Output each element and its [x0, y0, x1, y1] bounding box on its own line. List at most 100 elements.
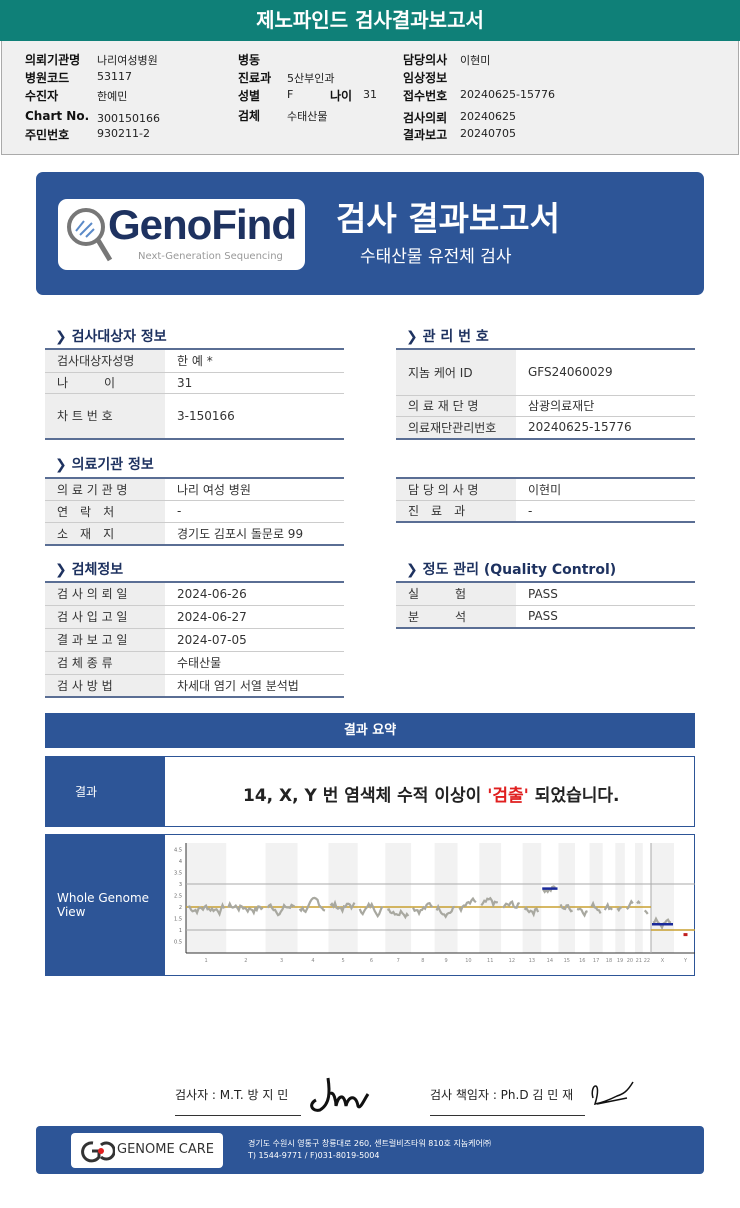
- x-tick-label: 13: [529, 958, 535, 964]
- table-row: 소 재 지 경기도 김포시 돌문로 99: [45, 522, 344, 546]
- table-row: 의료재단관리번호 20240625-15776: [396, 416, 695, 440]
- table-row: 차 트 번 호 3-150166: [45, 393, 344, 440]
- row-label: 검 사 의 뢰 일: [45, 582, 165, 606]
- genome-care-logo: GENOME CARE: [71, 1133, 223, 1168]
- y-tick-label: 4: [179, 859, 182, 865]
- copy-number-trace: [523, 905, 540, 918]
- table-row: 진 료 과-: [396, 500, 695, 523]
- y-tick-label: 1.5: [174, 917, 182, 923]
- genome-view-row: Whole Genome View 0.5 1 1.5 2 2.5 3 3.5 4 4.5 1 2 3…: [45, 834, 695, 976]
- row-label: 검사대상자성명: [45, 349, 165, 373]
- info-value: 나리여성병원: [97, 54, 158, 67]
- row-label: 분 석: [396, 605, 516, 629]
- x-tick-label: 16: [579, 958, 585, 964]
- table-row: 분 석 PASS: [396, 605, 695, 629]
- report-title-bar: 제노파인드 검사결과보고서: [0, 0, 740, 41]
- info-value: 53117: [97, 70, 132, 83]
- row-value: 삼광의료재단: [516, 395, 695, 417]
- row-value: GFS24060029: [516, 349, 695, 396]
- table-row: 검 사 의 뢰 일 2024-06-26: [45, 582, 344, 606]
- table-subject: 검사대상자성명 한 예 * 나 이 31 차 트 번 호 3-150166: [45, 348, 344, 440]
- genome-care-logo-mark: [81, 1141, 115, 1163]
- genome-care-logo-text: GENOME CARE: [117, 1142, 215, 1157]
- section-title-specimen: ❯ 검체정보: [55, 562, 124, 578]
- chromosome-band: [651, 843, 674, 953]
- chromosome-band: [385, 843, 412, 953]
- table-hospital: 의 료 기 관 명 나리 여성 병원 연 락 처-소 재 지 경기도 김포시 돌문로 …: [45, 477, 344, 546]
- report-banner: GenoFind Next-Generation Sequencing 검사 결…: [36, 172, 704, 295]
- row-value: -: [165, 500, 344, 523]
- copy-number-trace: [227, 900, 264, 916]
- row-label: 의료재단관리번호: [396, 416, 516, 440]
- copy-number-trace: [386, 907, 410, 920]
- row-label: 검 사 입 고 일: [45, 605, 165, 629]
- info-value: 한예민: [97, 90, 128, 103]
- row-label: 실 험: [396, 582, 516, 606]
- info-label: 병원코드: [25, 71, 70, 85]
- logo-text: GenoFind: [108, 201, 297, 248]
- table-specimen: 검 사 의 뢰 일 2024-06-26 검 사 입 고 일 2024-06-27 결 …: [45, 581, 344, 698]
- director-signature-label: 검사 책임자 : Ph.D 김 민 재: [430, 1088, 574, 1102]
- info-label: 주민번호: [25, 128, 70, 142]
- row-value: 3-150166: [165, 393, 344, 440]
- row-value: 20240625-15776: [516, 416, 695, 440]
- chromosome-band: [589, 843, 603, 953]
- info-value: 31: [363, 88, 377, 101]
- x-tick-label: 20: [627, 958, 633, 964]
- copy-number-trace: [266, 902, 296, 917]
- y-tick-label: 1: [179, 928, 182, 934]
- row-value: 경기도 김포시 돌문로 99: [165, 522, 344, 546]
- section-title-mgmt: ❯ 관 리 번 호: [406, 329, 489, 345]
- row-value: 2024-06-26: [165, 582, 344, 606]
- x-tick-label: 15: [564, 958, 570, 964]
- y-tick-label: 0.5: [174, 940, 182, 946]
- copy-number-trace: [559, 903, 573, 913]
- x-tick-label: 11: [487, 958, 493, 964]
- row-label: 담 당 의 사 명: [396, 478, 516, 501]
- banner-title: 검사 결과보고서: [336, 199, 561, 238]
- copy-number-trace: [412, 901, 434, 917]
- row-value: -: [516, 500, 695, 523]
- x-tick-label: 14: [547, 958, 553, 964]
- x-tick-label: 8: [421, 958, 424, 964]
- x-tick-label: 21: [636, 958, 642, 964]
- table-row: 검 사 입 고 일 2024-06-27: [45, 605, 344, 629]
- chromosome-band: [265, 843, 298, 953]
- x-tick-label: 1: [205, 958, 208, 964]
- info-label: 병동: [238, 53, 261, 67]
- info-label: 임상정보: [403, 71, 448, 85]
- whole-genome-chart: 0.511.522.533.544.51 2 3 4 5 6 7 8 9 10 11 12 13 14 15…: [174, 843, 695, 964]
- table-row: 검사대상자성명 한 예 *: [45, 349, 344, 373]
- x-tick-label: 18: [606, 958, 612, 964]
- info-label: 나이: [330, 89, 353, 103]
- y-tick-label: 2: [179, 905, 182, 911]
- info-label: 검사의뢰: [403, 111, 448, 125]
- info-value: 20240625: [460, 110, 516, 123]
- x-tick-label: 19: [617, 958, 623, 964]
- copy-number-trace: [329, 899, 356, 915]
- x-tick-label: 12: [509, 958, 515, 964]
- chromosome-band: [558, 843, 576, 953]
- copy-number-trace: [626, 899, 634, 910]
- copy-number-trace: [480, 896, 499, 909]
- result-row: 결과 14, X, Y 번 염색체 수적 이상이 '검출' 되었습니다.: [45, 756, 695, 827]
- info-value: F: [287, 88, 294, 101]
- table-row: 의 료 기 관 명 나리 여성 병원: [45, 478, 344, 501]
- chromosome-band: [634, 843, 643, 953]
- y-tick-label: 2.5: [174, 894, 182, 900]
- row-value: 2024-06-27: [165, 605, 344, 629]
- copy-number-trace: [298, 896, 326, 914]
- info-label: 결과보고: [403, 128, 448, 142]
- row-value: 차세대 염기 서열 분석법: [165, 674, 344, 698]
- table-row: 실 험 PASS: [396, 582, 695, 606]
- row-value: 31: [165, 372, 344, 394]
- section-title-qc: ❯ 정도 관리 (Quality Control): [406, 562, 617, 578]
- info-label: 의뢰기관명: [25, 53, 81, 67]
- copy-number-trace: [358, 901, 384, 919]
- table-qc: 실 험 PASS 분 석 PASS: [396, 581, 695, 629]
- footer-phone: T) 1544-9771 / F)031-8019-5004: [248, 1151, 380, 1160]
- copy-number-trace: [576, 907, 588, 918]
- table-row: 결 과 보 고 일 2024-07-05: [45, 628, 344, 652]
- chromosome-band: [615, 843, 625, 953]
- x-tick-label: X: [661, 958, 665, 964]
